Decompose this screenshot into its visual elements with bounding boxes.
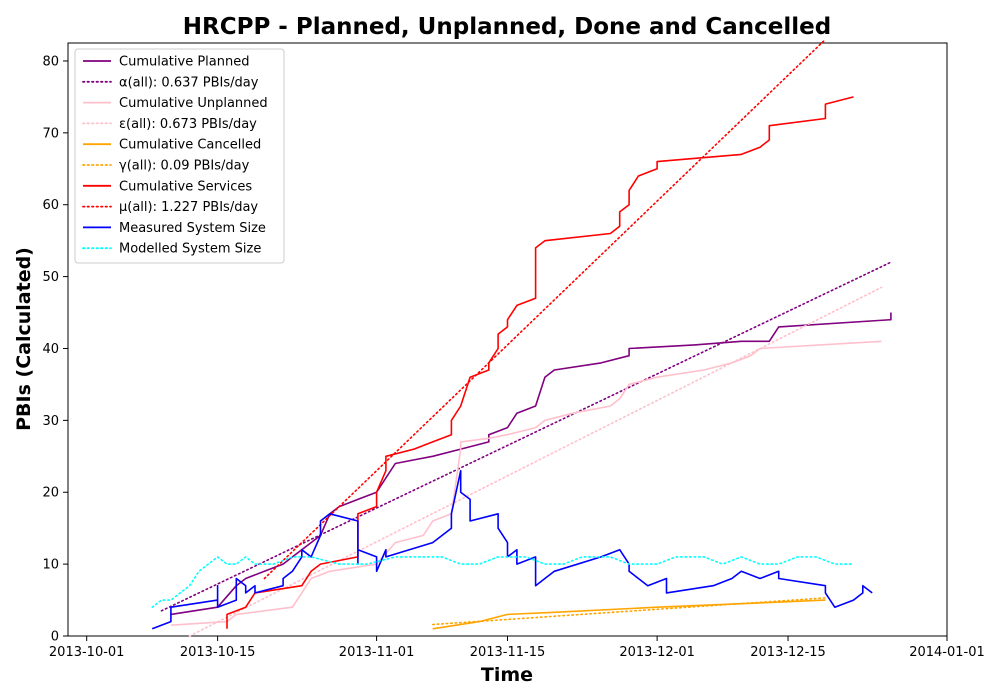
legend-entry: Cumulative Planned bbox=[119, 55, 249, 70]
legend-entry: α(all): 0.637 PBIs/day bbox=[119, 75, 259, 90]
legend-entry: Cumulative Services bbox=[119, 179, 252, 194]
legend-box bbox=[74, 48, 285, 264]
series-line-1 bbox=[170, 312, 892, 616]
series-line-9 bbox=[151, 469, 873, 630]
legend: Cumulative Planned α(all): 0.637 PBIs/day… bbox=[74, 48, 285, 264]
series-line-2 bbox=[160, 261, 892, 612]
x-tick-label: 2014-01-01 bbox=[909, 645, 985, 660]
y-axis-ticks: 0 10 20 30 40 50 60 70 80 bbox=[42, 54, 68, 645]
x-tick-label: 2013-10-15 bbox=[180, 645, 256, 660]
x-tick-label: 2013-12-01 bbox=[619, 645, 695, 660]
y-tick-label: 30 bbox=[42, 414, 59, 429]
x-axis-ticks: 2013-10-01 2013-10-15 2013-11-01 2013-11-15… bbox=[49, 636, 985, 660]
chart-title: HRCPP - Planned, Unplanned, Done and Can… bbox=[183, 14, 831, 40]
legend-entry: γ(all): 0.09 PBIs/day bbox=[119, 159, 250, 174]
series-line-8 bbox=[263, 38, 827, 580]
y-axis-label: PBIs (Calculated) bbox=[13, 247, 35, 431]
x-tick-label: 2013-10-01 bbox=[49, 645, 125, 660]
y-tick-label: 0 bbox=[51, 630, 59, 645]
y-tick-label: 40 bbox=[42, 342, 59, 357]
y-tick-label: 20 bbox=[42, 486, 59, 501]
series-line-6 bbox=[431, 597, 827, 626]
x-tick-label: 2013-11-01 bbox=[339, 645, 415, 660]
series-line-3 bbox=[170, 340, 882, 626]
x-tick-label: 2013-12-15 bbox=[750, 645, 826, 660]
series-line-5 bbox=[432, 599, 826, 630]
legend-entry: ε(all): 0.673 PBIs/day bbox=[119, 117, 257, 132]
legend-entry: Cumulative Unplanned bbox=[119, 96, 268, 111]
y-tick-label: 50 bbox=[42, 270, 59, 285]
plot-area bbox=[67, 38, 948, 637]
legend-entry: μ(all): 1.227 PBIs/day bbox=[119, 200, 258, 215]
x-axis-label: Time bbox=[481, 664, 533, 686]
series-layer bbox=[151, 38, 892, 637]
x-tick-label: 2013-11-15 bbox=[470, 645, 546, 660]
series-line-7 bbox=[226, 96, 854, 629]
legend-entry: Modelled System Size bbox=[119, 242, 261, 257]
series-line-10 bbox=[151, 556, 855, 609]
y-tick-label: 70 bbox=[42, 126, 59, 141]
y-tick-label: 60 bbox=[42, 198, 59, 213]
series-line-4 bbox=[188, 286, 883, 637]
y-tick-label: 80 bbox=[42, 54, 59, 69]
legend-entry: Measured System Size bbox=[119, 221, 266, 236]
legend-entry: Cumulative Cancelled bbox=[119, 138, 261, 153]
y-tick-label: 10 bbox=[42, 558, 59, 573]
